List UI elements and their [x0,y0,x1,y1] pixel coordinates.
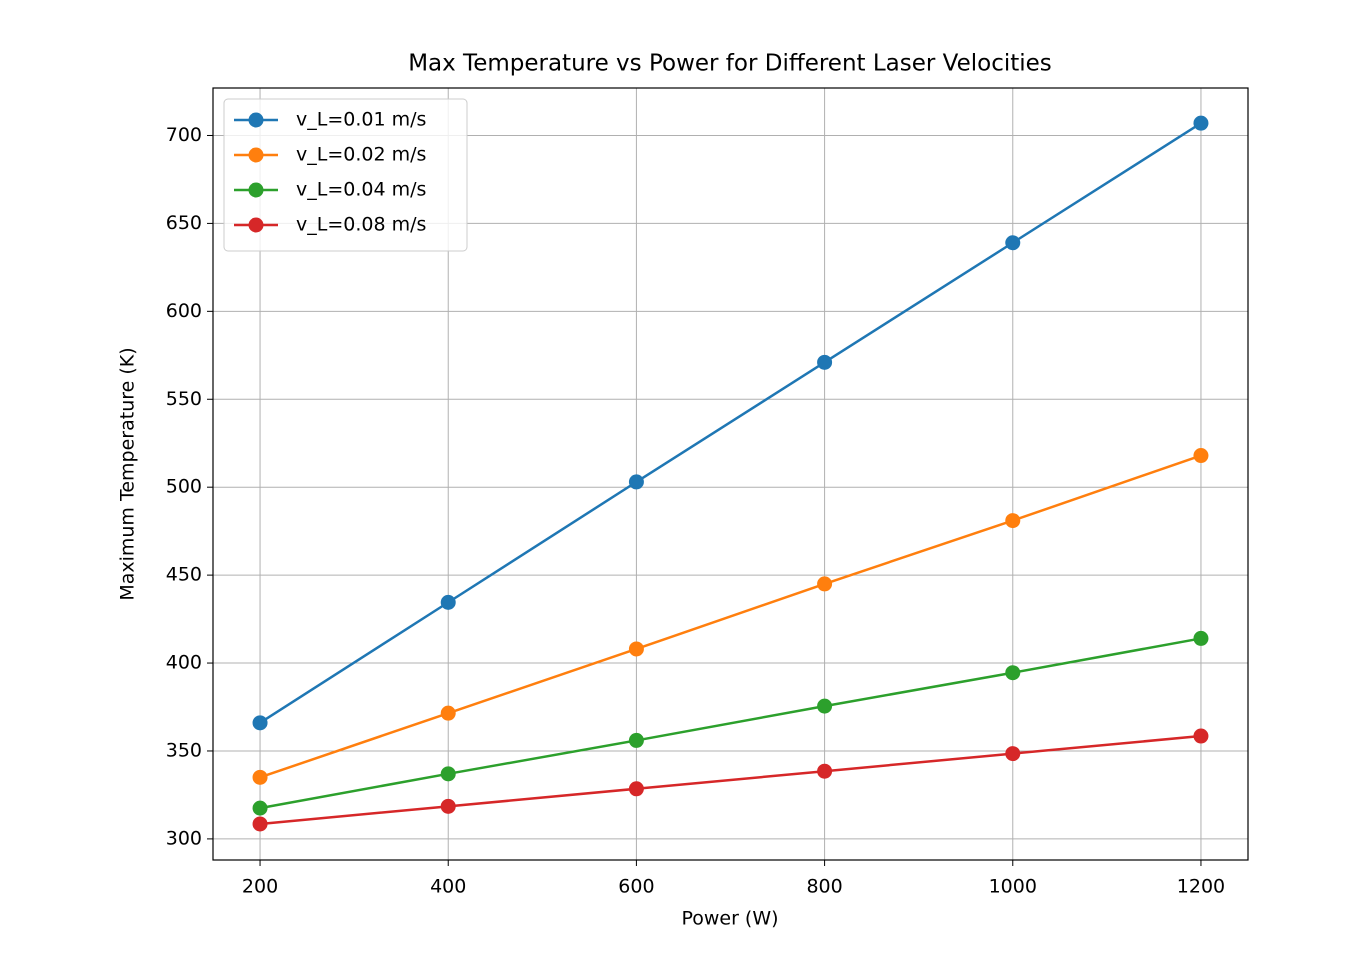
x-tick-label: 1000 [989,876,1037,898]
data-point [1005,746,1021,762]
x-tick-label: 800 [806,876,842,898]
data-point [1193,630,1209,646]
series-line [259,454,1202,779]
data-point [1005,665,1021,681]
y-axis-label: Maximum Temperature (K) [117,347,139,600]
legend-marker [248,112,264,128]
data-point [252,769,268,785]
x-tick-label: 200 [242,876,278,898]
data-point [440,594,456,610]
data-point [1005,235,1021,251]
legend-marker [248,217,264,233]
series-line [259,734,1202,826]
y-tick-label: 700 [166,124,202,146]
data-point [817,354,833,370]
legend-frame [223,98,468,252]
x-axis-label: Power (W) [681,908,778,930]
y-tick-label: 450 [166,564,202,586]
data-point [628,732,644,748]
y-tick-label: 550 [166,388,202,410]
legend: v_L=0.01 m/s v_L=0.02 m/s v_L=0.04 m/s v_L=… [223,98,468,252]
data-point [1193,448,1209,464]
legend-label: v_L=0.08 m/s [296,214,426,236]
data-point [252,800,268,816]
data-point [817,576,833,592]
data-point [440,766,456,782]
legend-marker [248,182,264,198]
legend-label: v_L=0.02 m/s [296,144,426,166]
x-tick-label: 400 [430,876,466,898]
y-tick-label: 350 [166,739,202,761]
data-point [817,698,833,714]
data-point [817,763,833,779]
data-point [252,715,268,731]
data-point [252,816,268,832]
data-point [628,474,644,490]
x-tick-label: 1200 [1177,876,1225,898]
x-tick-label: 600 [618,876,654,898]
data-point [440,705,456,721]
data-point [1193,728,1209,744]
series-line [259,637,1202,810]
y-tick-label: 650 [166,212,202,234]
legend-label: v_L=0.04 m/s [296,179,426,201]
data-point [440,798,456,814]
plot-frame [212,87,1249,861]
y-tick-label: 400 [166,652,202,674]
legend-label: v_L=0.01 m/s [296,109,426,131]
legend-marker [248,147,264,163]
data-point [1193,115,1209,131]
data-point [1005,513,1021,529]
y-tick-label: 300 [166,827,202,849]
chart-title: Max Temperature vs Power for Different L… [408,51,1052,77]
data-point [628,641,644,657]
y-tick-label: 600 [166,300,202,322]
data-point [628,781,644,797]
series-line [259,122,1202,724]
y-tick-label: 500 [166,476,202,498]
